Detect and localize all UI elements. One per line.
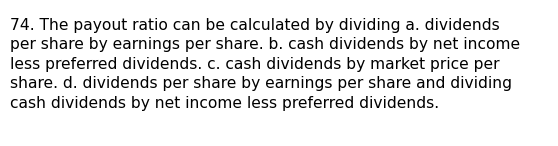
Text: 74. The payout ratio can be calculated by dividing a. dividends
per share by ear: 74. The payout ratio can be calculated b… xyxy=(10,18,520,111)
